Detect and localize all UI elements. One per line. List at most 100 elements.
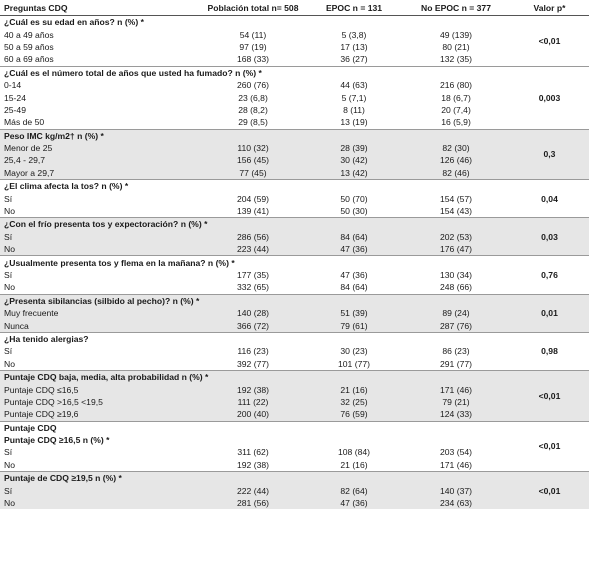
no-epoc-cell: 20 (7,4) bbox=[441, 104, 471, 115]
table-row: Puntaje CDQ ≥19,6 200 (40) 76 (59) 124 (33) bbox=[0, 408, 589, 421]
question-label: Puntaje CDQ ≥16,5 n (%) * bbox=[4, 435, 110, 446]
table-row: No 139 (41) 50 (30) 154 (43) bbox=[0, 205, 589, 218]
no-epoc-cell: 80 (21) bbox=[442, 41, 470, 52]
total-cell: 177 (35) bbox=[236, 270, 269, 280]
epoc-cell: 50 (70) bbox=[340, 193, 368, 204]
total-cell: 192 (38) bbox=[200, 383, 306, 396]
answer-label: 0-14 bbox=[4, 80, 22, 91]
question-group: ¿Cuál es su edad en años? n (%) * <0,01 40… bbox=[0, 15, 589, 67]
question-label: ¿Con el frío presenta tos y expectoració… bbox=[0, 217, 510, 231]
total-cell: 168 (33) bbox=[236, 54, 269, 65]
table-row: Sí 116 (23) 30 (23) 86 (23) bbox=[0, 345, 589, 357]
total-cell: 97 (19) bbox=[239, 41, 267, 52]
answer-label: Sí bbox=[4, 193, 13, 204]
epoc-cell: 108 (84) bbox=[337, 447, 370, 458]
answer-label: Puntaje CDQ ≥19,6 bbox=[0, 408, 200, 421]
no-epoc-cell: 132 (35) bbox=[439, 54, 472, 65]
epoc-cell: 30 (23) bbox=[340, 346, 368, 357]
question-row: ¿Con el frío presenta tos y expectoració… bbox=[0, 217, 589, 256]
question-row: Puntaje CDQ baja, media, alta probabilid… bbox=[0, 369, 589, 421]
epoc-cell: 13 (42) bbox=[306, 166, 402, 180]
no-epoc-cell: 140 (37) bbox=[402, 484, 510, 497]
no-epoc-cell: 176 (47) bbox=[402, 243, 510, 256]
total-cell: 366 (72) bbox=[200, 319, 306, 333]
table-row: Sí 311 (62) 108 (84) 203 (54) bbox=[0, 446, 589, 458]
answer-label: 60 a 69 años bbox=[4, 54, 54, 65]
no-epoc-cell: 202 (53) bbox=[402, 230, 510, 244]
total-cell: 392 (77) bbox=[236, 358, 269, 369]
total-cell: 281 (56) bbox=[200, 496, 306, 510]
total-cell: 286 (56) bbox=[200, 230, 306, 244]
epoc-cell: 44 (63) bbox=[340, 80, 368, 91]
epoc-cell: 51 (39) bbox=[306, 306, 402, 320]
question-group: ¿El clima afecta la tos? n (%) * 0,04 Sí 20… bbox=[0, 179, 589, 218]
question-row: ¿Cuál es el número total de años que ust… bbox=[0, 65, 589, 130]
answer-label: Nunca bbox=[0, 319, 200, 333]
header-row: Preguntas CDQ Población total n= 508 EPO… bbox=[0, 0, 589, 16]
total-cell: 260 (76) bbox=[236, 80, 269, 91]
p-value: 0,04 bbox=[510, 179, 589, 218]
total-cell: 204 (59) bbox=[236, 193, 269, 204]
answer-label: Sí bbox=[0, 230, 200, 244]
epoc-cell: 17 (13) bbox=[340, 41, 368, 52]
header-epoc: EPOC n = 131 bbox=[306, 0, 402, 16]
answer-label: Sí bbox=[4, 270, 13, 280]
no-epoc-cell: 79 (21) bbox=[402, 395, 510, 409]
question-group: ¿Cuál es el número total de años que ust… bbox=[0, 65, 589, 130]
epoc-cell: 47 (36) bbox=[340, 270, 368, 280]
no-epoc-cell: 234 (63) bbox=[402, 496, 510, 510]
total-cell: 23 (6,8) bbox=[238, 92, 268, 103]
answer-label: 40 a 49 años bbox=[4, 29, 54, 40]
question-row: Puntaje CDQ ≥16,5 n (%) * bbox=[0, 434, 589, 446]
p-value: 0,01 bbox=[510, 293, 589, 333]
question-group: ¿Ha tenido alergias? 0,98 Sí 116 (23) 30 (23… bbox=[0, 331, 589, 371]
question-label: ¿Presenta sibilancias (silbido al pecho)… bbox=[0, 293, 510, 307]
question-label: ¿El clima afecta la tos? n (%) * bbox=[0, 179, 510, 193]
question-group: Peso IMC kg/m2† n (%) * 0,3 Menor de 25 110… bbox=[0, 128, 589, 180]
total-cell: 111 (22) bbox=[200, 395, 306, 409]
table-row: No 192 (38) 21 (16) 171 (46) bbox=[0, 459, 589, 472]
table-row: Sí 222 (44) 82 (64) 140 (37) bbox=[0, 484, 589, 497]
question-row: ¿Presenta sibilancias (silbido al pecho)… bbox=[0, 293, 589, 333]
header-p-value: Valor p* bbox=[510, 0, 589, 16]
answer-label: 25,4 - 29,7 bbox=[0, 154, 200, 167]
table-row: Sí 177 (35) 47 (36) 130 (34) bbox=[0, 269, 589, 281]
p-value: 0,3 bbox=[510, 128, 589, 180]
answer-label: No bbox=[4, 358, 15, 369]
question-group: ¿Usualmente presenta tos y flema en la m… bbox=[0, 255, 589, 295]
epoc-cell: 76 (59) bbox=[306, 408, 402, 421]
total-cell: 29 (8,5) bbox=[238, 117, 268, 128]
table-row: 40 a 49 años 54 (11) 5 (3,8) 49 (139) bbox=[0, 28, 589, 40]
table-row: Sí 286 (56) 84 (64) 202 (53) bbox=[0, 230, 589, 244]
total-cell: 332 (65) bbox=[236, 282, 269, 293]
answer-label: 25-49 bbox=[4, 104, 26, 115]
epoc-cell: 5 (7,1) bbox=[341, 92, 367, 103]
answer-label: Menor de 25 bbox=[0, 141, 200, 155]
epoc-cell: 79 (61) bbox=[306, 319, 402, 333]
no-epoc-cell: 291 (77) bbox=[439, 358, 472, 369]
total-cell: 140 (28) bbox=[200, 306, 306, 320]
total-cell: 139 (41) bbox=[236, 206, 269, 217]
question-row: Peso IMC kg/m2† n (%) * 0,3 bbox=[0, 128, 589, 180]
question-group: Puntaje CDQ baja, media, alta probabilid… bbox=[0, 369, 589, 421]
answer-label: No bbox=[4, 206, 15, 217]
no-epoc-cell: 171 (46) bbox=[439, 459, 472, 470]
table-row: 50 a 59 años 97 (19) 17 (13) 80 (21) bbox=[0, 41, 589, 53]
no-epoc-cell: 16 (5,9) bbox=[441, 117, 471, 128]
answer-label: No bbox=[4, 282, 15, 293]
p-value: <0,01 bbox=[510, 420, 589, 472]
epoc-cell: 30 (42) bbox=[306, 154, 402, 167]
epoc-cell: 101 (77) bbox=[337, 358, 370, 369]
p-value: 0,03 bbox=[510, 217, 589, 256]
total-cell: 200 (40) bbox=[200, 408, 306, 421]
total-cell: 192 (38) bbox=[236, 459, 269, 470]
question-row: ¿El clima afecta la tos? n (%) * 0,04 bbox=[0, 179, 589, 218]
table-row: Mayor a 29,7 77 (45) 13 (42) 82 (46) bbox=[0, 166, 589, 180]
table-row: No 392 (77) 101 (77) 291 (77) bbox=[0, 358, 589, 371]
total-cell: 222 (44) bbox=[200, 484, 306, 497]
question-group: ¿Presenta sibilancias (silbido al pecho)… bbox=[0, 293, 589, 333]
p-value: 0,76 bbox=[510, 255, 589, 295]
table-row: Muy frecuente 140 (28) 51 (39) 89 (24) bbox=[0, 306, 589, 320]
question-group: ¿Con el frío presenta tos y expectoració… bbox=[0, 217, 589, 256]
no-epoc-cell: 216 (80) bbox=[439, 80, 472, 91]
